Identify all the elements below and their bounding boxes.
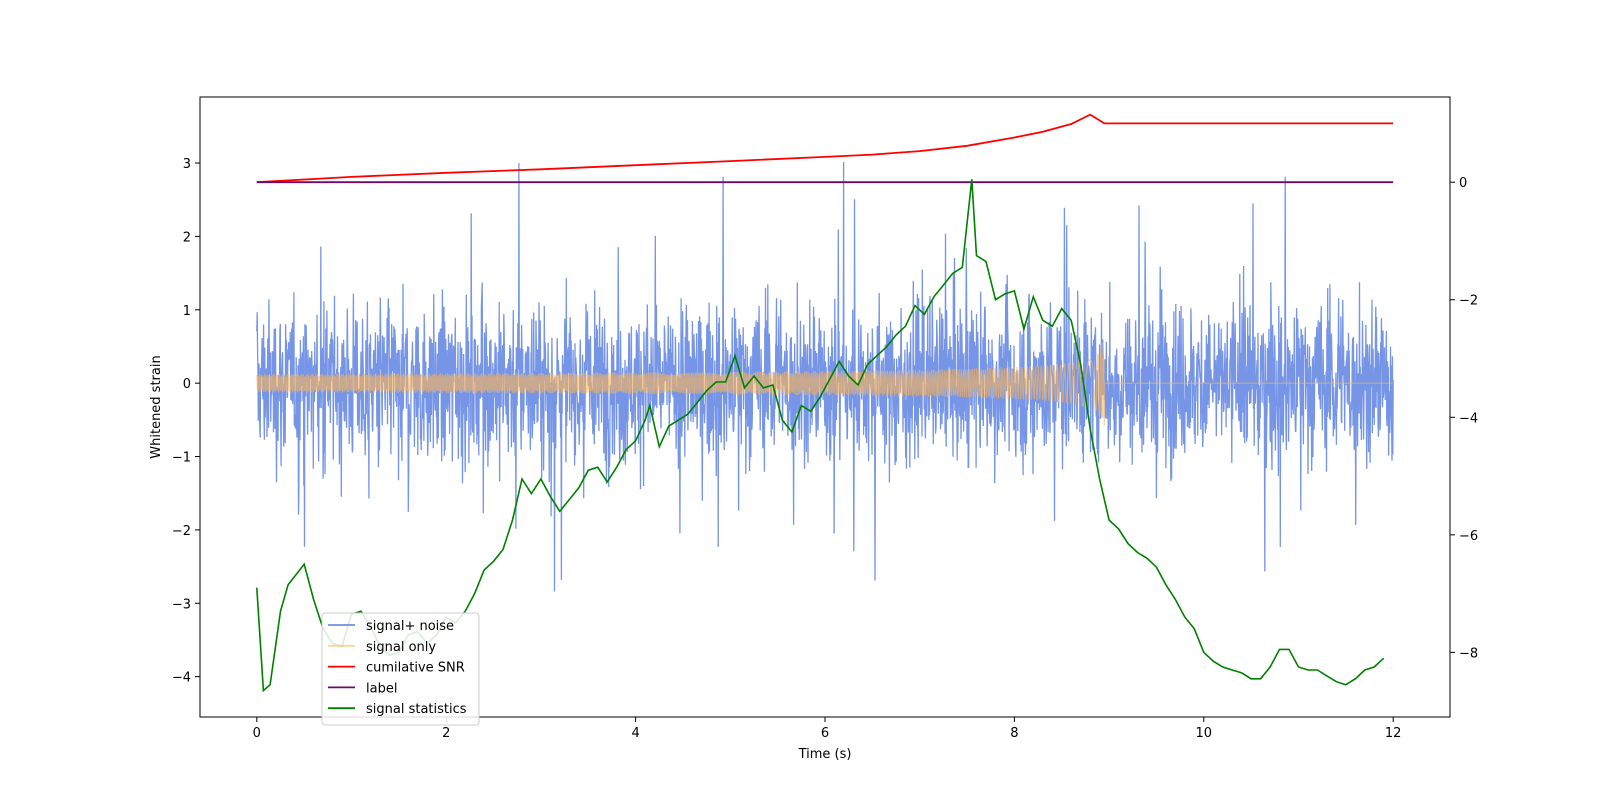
x-tick-label: 2	[442, 726, 450, 741]
y-tick-label-left: 3	[183, 157, 191, 172]
x-tick-label: 0	[253, 726, 261, 741]
y-tick-label-left: −4	[172, 671, 191, 686]
y-tick-label-left: −1	[172, 451, 191, 466]
x-axis: 0 2 4 6 8 10 12	[253, 717, 1402, 741]
y-axis-left: −4 −3 −2 −1 0 1 2 3	[172, 157, 200, 686]
y-tick-label-right: −6	[1459, 529, 1478, 544]
series-cumulative-snr	[256, 113, 1394, 184]
y-tick-label-right: 0	[1459, 176, 1467, 191]
legend-label: signal statistics	[366, 702, 467, 717]
y-axis-right: −8 −6 −4 −2 0	[1450, 176, 1478, 661]
legend-label: cumilative SNR	[366, 661, 465, 676]
legend-label: signal+ noise	[366, 619, 454, 634]
x-tick-label: 4	[631, 726, 639, 741]
y-tick-label-left: 2	[183, 230, 191, 245]
legend: signal+ noise signal only cumilative SNR la…	[321, 612, 480, 726]
y-tick-label-right: −8	[1459, 646, 1478, 661]
legend-label: label	[366, 681, 397, 696]
series-signal-noise	[256, 161, 1394, 592]
y-axis-label: Whitened strain	[149, 355, 164, 458]
y-tick-label-right: −2	[1459, 294, 1478, 309]
legend-label: signal only	[366, 640, 436, 655]
y-tick-label-left: 0	[183, 377, 191, 392]
x-axis-label: Time (s)	[798, 747, 852, 762]
y-tick-label-left: −2	[172, 524, 191, 539]
x-tick-label: 8	[1010, 726, 1018, 741]
x-tick-label: 10	[1196, 726, 1213, 741]
x-tick-label: 12	[1385, 726, 1402, 741]
legend-box	[321, 612, 480, 726]
y-tick-label-left: −3	[172, 597, 191, 612]
x-tick-label: 6	[821, 726, 829, 741]
y-tick-label-right: −4	[1459, 411, 1478, 426]
series-signal-only	[256, 342, 1394, 426]
y-tick-label-left: 1	[183, 304, 191, 319]
